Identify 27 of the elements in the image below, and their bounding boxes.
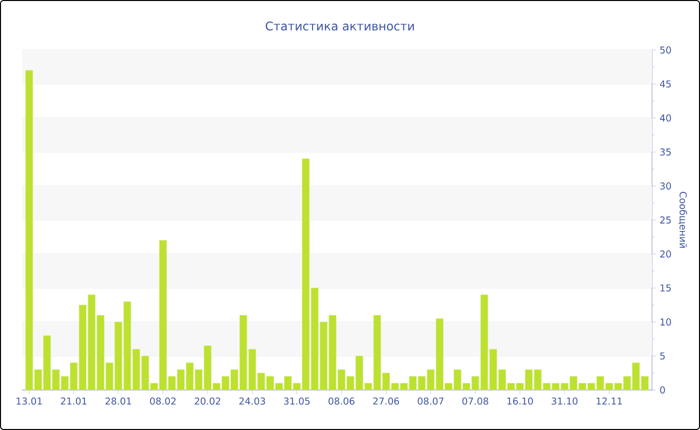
x-tick-label: 31.10 <box>552 398 578 405</box>
x-tick-label: 13.01 <box>16 398 42 405</box>
x-tick-label: 31.05 <box>284 398 310 405</box>
y-tick-label: 0 <box>660 386 665 394</box>
y-tick-label: 25 <box>660 216 671 224</box>
y-tick-label: 30 <box>660 182 671 190</box>
x-tick-label: 12.11 <box>596 398 622 405</box>
chart-title: Статистика активности <box>266 21 414 31</box>
x-tick-label: 21.01 <box>60 398 86 405</box>
x-tick-label: 08.07 <box>418 398 444 405</box>
x-tick-label: 24.03 <box>239 398 266 405</box>
x-tick-label: 20.02 <box>194 398 220 405</box>
y-tick-label: 15 <box>660 284 671 292</box>
y-tick-label: 35 <box>660 148 671 156</box>
x-tick-label: 16.10 <box>507 398 533 405</box>
x-tick-label: 07.08 <box>462 398 488 405</box>
x-tick-label: 08.02 <box>150 398 176 405</box>
y-tick-label: 10 <box>660 318 671 326</box>
y-axis-title: Сообщений <box>678 192 688 248</box>
y-tick-label: 5 <box>660 352 665 360</box>
x-tick-label: 28.01 <box>106 398 132 405</box>
y-tick-label: 45 <box>660 80 671 88</box>
y-tick-label: 40 <box>660 114 671 122</box>
y-tick-label: 20 <box>660 250 671 258</box>
y-tick-label: 50 <box>660 46 671 54</box>
x-tick-label: 27.06 <box>373 398 400 405</box>
x-tick-label: 08.06 <box>328 398 354 405</box>
